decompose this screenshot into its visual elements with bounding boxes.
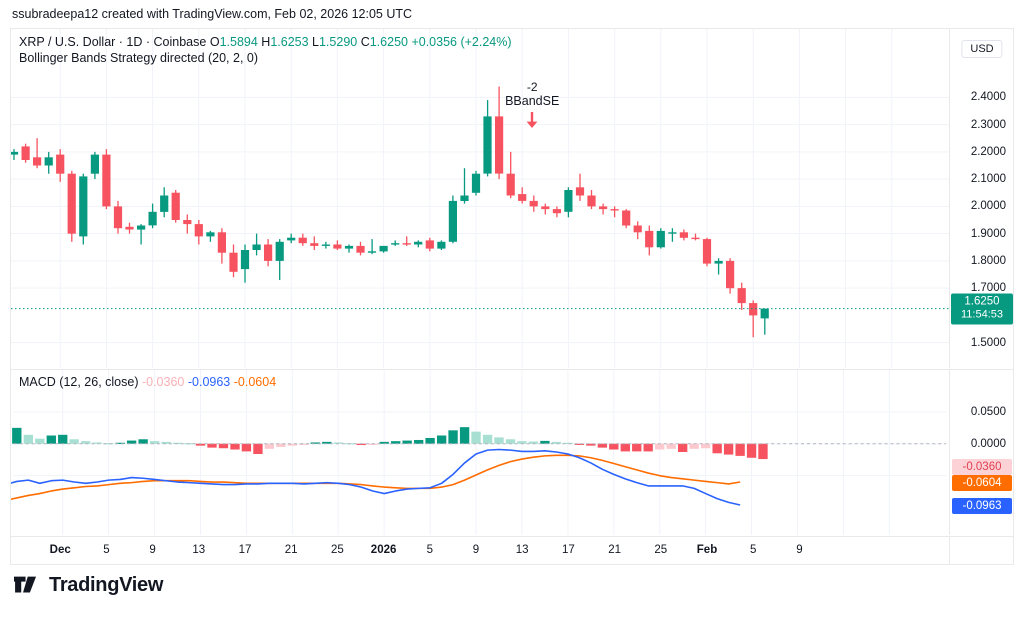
tradingview-wordmark: TradingView [49, 574, 164, 596]
close-value: 1.6250 [369, 35, 408, 49]
price-axis[interactable]: USD 2.4000 2.3000 2.2000 2.1000 2.0000 1.9000… [949, 29, 1014, 368]
price-legend: XRP / U.S. Dollar · 1D · Coinbase O1.589… [19, 34, 512, 66]
price-axis-tick: 2.1000 [970, 173, 1006, 186]
high-value: 1.6253 [270, 35, 309, 49]
time-axis-tick: 25 [330, 544, 344, 556]
price-axis-tick: 2.3000 [970, 118, 1006, 131]
time-axis-tick: 25 [654, 544, 668, 556]
price-axis-tick: 2.0000 [970, 200, 1006, 213]
time-axis-tick: 17 [561, 544, 575, 556]
time-axis-tick: 5 [749, 544, 757, 556]
time-axis[interactable]: Dec 5 9 13 17 21 25 2026 5 9 13 17 21 25 Feb 5 9 [11, 536, 949, 565]
macd-line-value: -0.0963 [187, 375, 231, 389]
macd-axis-tick: 0.0500 [970, 406, 1006, 419]
macd-hist-badge[interactable]: -0.0360 [952, 459, 1012, 476]
price-axis-tick: 1.8000 [970, 254, 1006, 267]
candlestick-series [11, 86, 949, 338]
last-price-value: 1.6250 [964, 295, 1000, 308]
price-axis-tick: 2.2000 [970, 145, 1006, 158]
close-label: C [360, 35, 370, 49]
currency-badge[interactable]: USD [961, 40, 1003, 58]
low-label: L [312, 35, 319, 49]
price-pane[interactable]: XRP / U.S. Dollar · 1D · Coinbase O1.589… [11, 29, 949, 368]
macd-signal-value: -0.0604 [233, 375, 277, 389]
macd-legend: MACD (12, 26, close) -0.0360 -0.0963 -0.… [19, 375, 276, 389]
macd-line-badge[interactable]: -0.0963 [952, 498, 1012, 514]
time-axis-tick: 9 [796, 544, 803, 556]
macd-series [11, 427, 947, 506]
macd-axis-tick: 0.0000 [970, 438, 1006, 451]
time-axis-tick: Feb [696, 544, 718, 556]
tradingview-footer: TradingView [14, 574, 163, 597]
price-axis-tick: 1.5000 [970, 336, 1006, 349]
attribution-text: ssubradeepa12 created with TradingView.c… [12, 7, 413, 21]
time-axis-tick: 21 [608, 544, 621, 556]
time-axis-tick: 17 [238, 544, 252, 556]
time-axis-tick: 9 [149, 544, 156, 556]
price-axis-tick: 1.7000 [970, 282, 1006, 295]
high-label: H [261, 35, 271, 49]
time-axis-tick: 5 [103, 544, 110, 556]
time-axis-tick: 13 [192, 544, 206, 556]
tradingview-logo-icon [14, 576, 37, 592]
time-axis-tick: 5 [426, 544, 433, 556]
open-value: 1.5894 [219, 35, 258, 49]
time-axis-tick: Dec [49, 544, 71, 556]
macd-signal-badge[interactable]: -0.0604 [952, 475, 1012, 491]
macd-pane[interactable]: MACD (12, 26, close) -0.0360 -0.0963 -0.… [11, 369, 949, 535]
price-axis-tick: 1.9000 [970, 227, 1006, 240]
time-axis-tick: 2026 [370, 544, 397, 556]
macd-title[interactable]: MACD (12, 26, close) [19, 375, 139, 389]
change-value: +0.0356 (+2.24%) [411, 35, 512, 49]
macd-hist-value: -0.0360 [141, 375, 185, 389]
last-price-badge[interactable]: 1.6250 11:54:53 [951, 293, 1013, 325]
time-axis-tick: 21 [284, 544, 298, 556]
time-axis-tick: 9 [472, 544, 480, 556]
price-grid [11, 29, 949, 368]
open-label: O [209, 35, 220, 49]
chart-frame: XRP / U.S. Dollar · 1D · Coinbase O1.589… [10, 28, 1014, 565]
symbol-label[interactable]: XRP / U.S. Dollar · 1D · Coinbase [19, 35, 207, 49]
study-label[interactable]: Bollinger Bands Strategy directed (20, 2… [19, 51, 259, 65]
axis-corner [949, 536, 1014, 565]
time-axis-tick: 13 [515, 544, 529, 556]
price-axis-tick: 2.4000 [970, 91, 1006, 104]
low-value: 1.5290 [318, 35, 358, 49]
bar-countdown: 11:54:53 [960, 308, 1003, 321]
